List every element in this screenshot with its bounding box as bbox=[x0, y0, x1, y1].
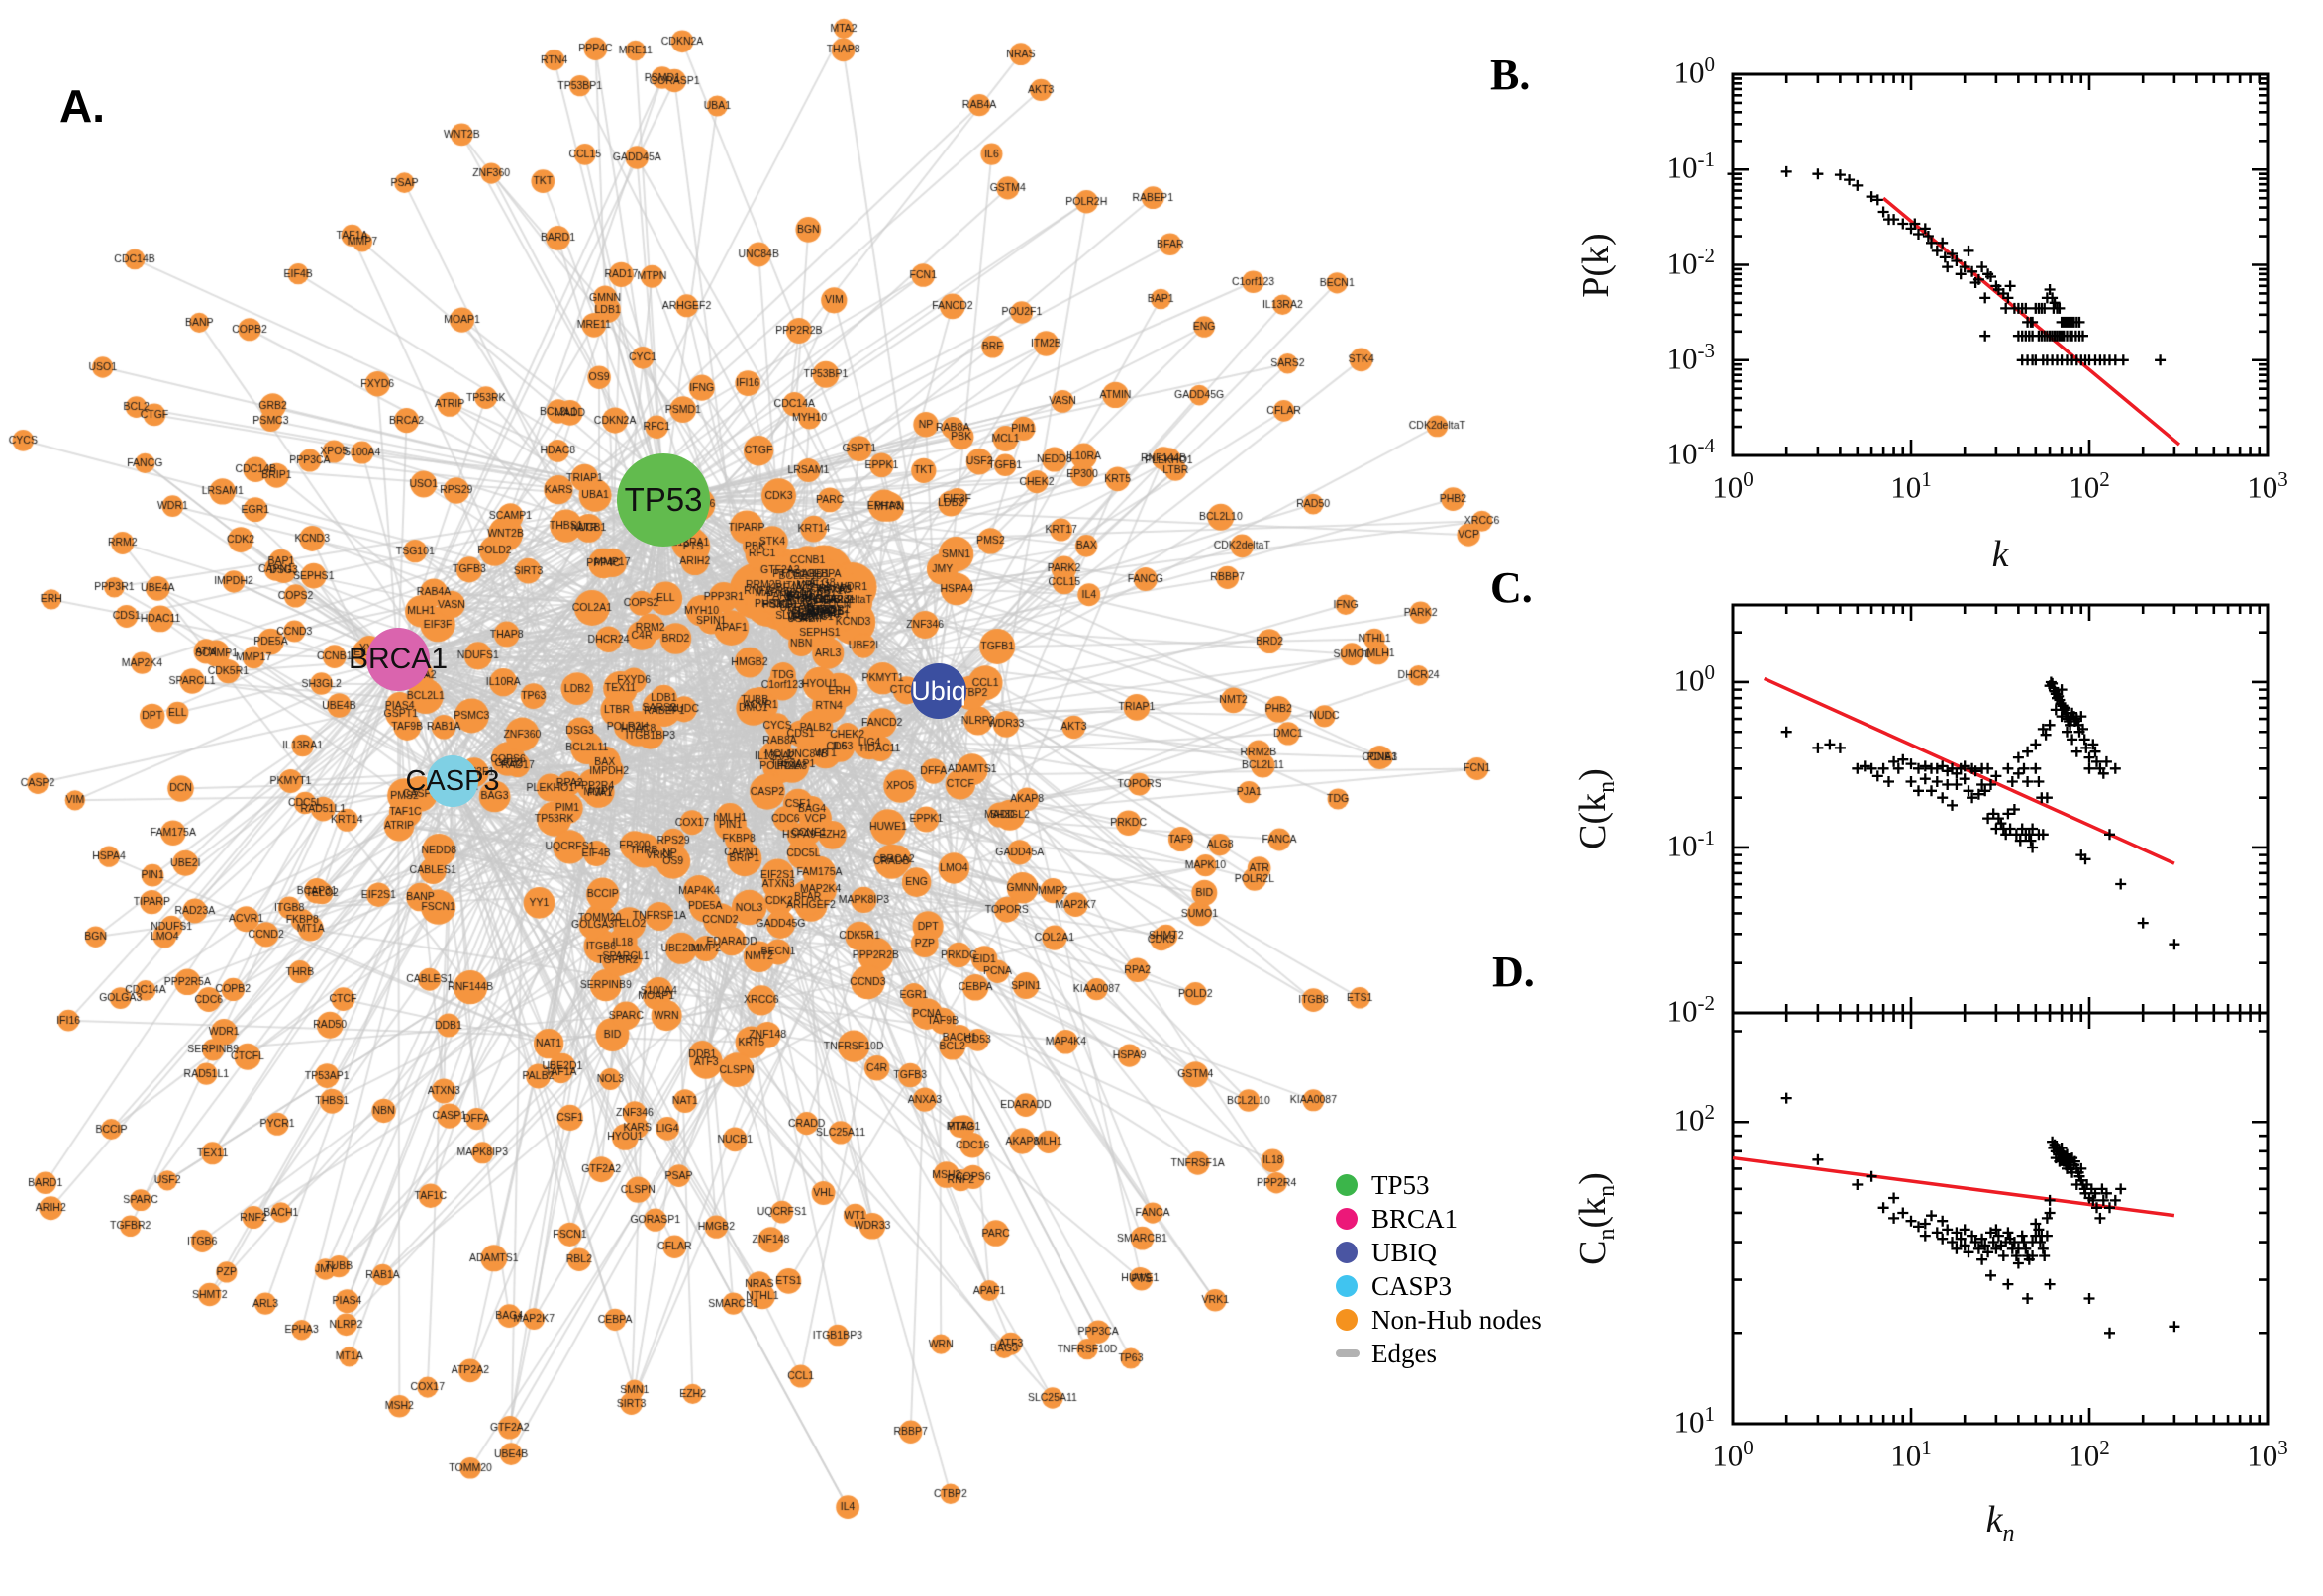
hub-label-tp53: TP53 bbox=[624, 481, 703, 518]
legend-item-tp53: TP53 bbox=[1336, 1168, 1542, 1202]
panel-b-letter: B. bbox=[1490, 50, 1531, 99]
legend-label-ubiq: UBIQ bbox=[1371, 1237, 1437, 1267]
hub-node-brca1: BRCA1 bbox=[349, 628, 448, 691]
legend-label-tp53: TP53 bbox=[1371, 1169, 1430, 1200]
panel-a-letter: A. bbox=[59, 80, 105, 132]
hub-label-ubiq: Ubiq bbox=[911, 675, 966, 706]
edges-legend-line-icon bbox=[1336, 1349, 1360, 1357]
hub-node-casp3: CASP3 bbox=[405, 755, 500, 807]
legend-item-casp3: CASP3 bbox=[1336, 1269, 1542, 1303]
hub-label-brca1: BRCA1 bbox=[348, 643, 449, 675]
network-legend: TP53 BRCA1 UBIQ CASP3 Non-Hub nodes Edge… bbox=[1336, 1168, 1542, 1370]
tp53-legend-dot-icon bbox=[1336, 1174, 1358, 1196]
legend-item-brca1: BRCA1 bbox=[1336, 1202, 1542, 1236]
brca1-legend-dot-icon bbox=[1336, 1208, 1358, 1230]
legend-label-casp3: CASP3 bbox=[1371, 1270, 1453, 1301]
panel-d-letter: D. bbox=[1492, 948, 1535, 996]
casp3-legend-dot-icon bbox=[1336, 1275, 1358, 1297]
network-canvas bbox=[0, 0, 1545, 1596]
hub-label-casp3: CASP3 bbox=[405, 764, 500, 797]
legend-item-edges: Edges bbox=[1336, 1337, 1542, 1370]
legend-label-edges: Edges bbox=[1371, 1338, 1437, 1368]
panel-c-letter: C. bbox=[1490, 563, 1533, 612]
legend-label-nonhub: Non-Hub nodes bbox=[1371, 1304, 1542, 1335]
ubiq-legend-dot-icon bbox=[1336, 1242, 1358, 1263]
nonhub-legend-dot-icon bbox=[1336, 1309, 1358, 1331]
legend-item-nonhub: Non-Hub nodes bbox=[1336, 1303, 1542, 1337]
hub-node-ubiq: Ubiq bbox=[911, 663, 966, 719]
legend-item-ubiq: UBIQ bbox=[1336, 1236, 1542, 1269]
legend-label-brca1: BRCA1 bbox=[1371, 1203, 1459, 1234]
hub-node-tp53: TP53 bbox=[617, 453, 710, 547]
